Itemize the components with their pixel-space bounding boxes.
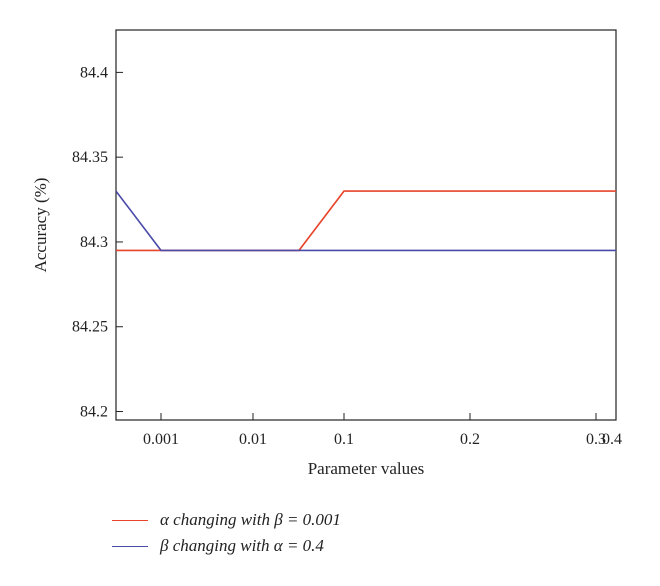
- y-tick-label: 84.4: [80, 64, 108, 81]
- y-axis-label: Accuracy (%): [31, 178, 50, 273]
- series-line-beta: [115, 190, 616, 252]
- x-axis-ticks: 0.001 0.01 0.1 0.2 0.30.4: [143, 413, 622, 448]
- legend: α changing with β = 0.001 β changing wit…: [112, 508, 341, 560]
- series-lines: [115, 190, 616, 252]
- legend-item-beta: β changing with α = 0.4: [112, 534, 341, 558]
- x-tick-label: 0.1: [334, 431, 354, 448]
- legend-swatch-alpha: [112, 519, 148, 521]
- y-tick-label: 84.35: [72, 149, 108, 166]
- y-tick-label: 84.3: [80, 234, 108, 251]
- legend-swatch-beta: [112, 545, 148, 547]
- x-tick-label: 0.4: [602, 431, 622, 448]
- x-tick-label: 0.01: [239, 431, 267, 448]
- x-axis-label: Parameter values: [308, 459, 425, 478]
- y-tick-label: 84.2: [80, 404, 108, 421]
- x-tick-label: 0.2: [460, 431, 480, 448]
- series-line-alpha: [116, 190, 616, 252]
- legend-item-alpha: α changing with β = 0.001: [112, 508, 341, 532]
- y-axis-ticks: 84.2 84.25 84.3 84.35 84.4: [72, 64, 123, 421]
- x-tick-label: 0.001: [143, 431, 179, 448]
- x-tick-label: 0.3: [586, 431, 606, 448]
- plot-frame: [115, 29, 617, 421]
- legend-label-beta: β changing with α = 0.4: [160, 536, 324, 555]
- y-tick-label: 84.25: [72, 319, 108, 336]
- legend-label-alpha: α changing with β = 0.001: [160, 510, 341, 529]
